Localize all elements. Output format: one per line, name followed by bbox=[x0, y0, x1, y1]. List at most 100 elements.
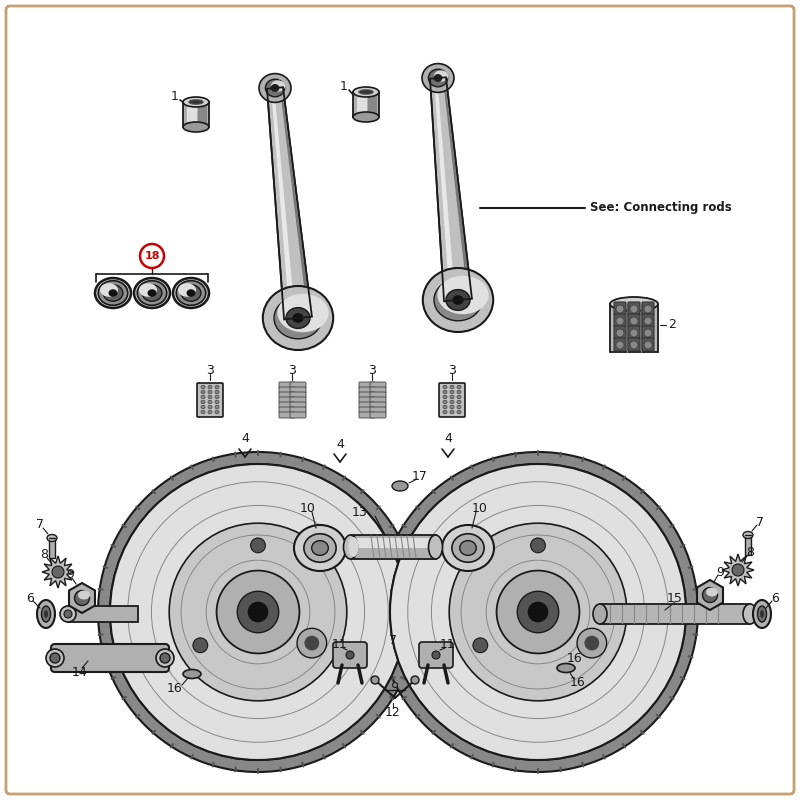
Ellipse shape bbox=[189, 100, 203, 104]
Text: 7: 7 bbox=[389, 634, 397, 646]
Text: 17: 17 bbox=[412, 470, 428, 482]
Ellipse shape bbox=[616, 341, 624, 349]
Ellipse shape bbox=[353, 87, 379, 97]
Ellipse shape bbox=[434, 279, 482, 321]
Ellipse shape bbox=[178, 283, 196, 297]
Ellipse shape bbox=[201, 410, 205, 414]
FancyBboxPatch shape bbox=[419, 642, 453, 668]
FancyBboxPatch shape bbox=[359, 412, 375, 418]
Ellipse shape bbox=[644, 317, 652, 325]
Circle shape bbox=[217, 570, 299, 654]
FancyBboxPatch shape bbox=[359, 392, 375, 398]
Polygon shape bbox=[69, 583, 95, 613]
Ellipse shape bbox=[393, 682, 398, 687]
Text: 10: 10 bbox=[300, 502, 316, 514]
Circle shape bbox=[530, 538, 546, 553]
Text: 3: 3 bbox=[206, 363, 214, 377]
Ellipse shape bbox=[422, 63, 454, 92]
Text: 12: 12 bbox=[385, 706, 401, 718]
Ellipse shape bbox=[278, 294, 329, 332]
Ellipse shape bbox=[432, 651, 440, 659]
Ellipse shape bbox=[201, 390, 205, 394]
FancyBboxPatch shape bbox=[51, 644, 169, 672]
FancyBboxPatch shape bbox=[642, 314, 654, 327]
FancyBboxPatch shape bbox=[642, 302, 654, 315]
FancyBboxPatch shape bbox=[357, 94, 367, 115]
Text: 10: 10 bbox=[472, 502, 488, 514]
Text: 16: 16 bbox=[567, 651, 583, 665]
FancyBboxPatch shape bbox=[370, 412, 386, 418]
Ellipse shape bbox=[438, 276, 489, 314]
Ellipse shape bbox=[262, 286, 333, 350]
Ellipse shape bbox=[183, 97, 209, 107]
Ellipse shape bbox=[215, 410, 219, 414]
FancyBboxPatch shape bbox=[610, 304, 658, 352]
Circle shape bbox=[378, 452, 698, 772]
FancyBboxPatch shape bbox=[439, 383, 465, 417]
Text: 6: 6 bbox=[771, 591, 779, 605]
Ellipse shape bbox=[443, 410, 447, 414]
Polygon shape bbox=[271, 88, 295, 319]
Ellipse shape bbox=[593, 604, 607, 624]
Ellipse shape bbox=[44, 610, 48, 618]
Ellipse shape bbox=[37, 600, 55, 628]
Ellipse shape bbox=[349, 537, 358, 557]
Ellipse shape bbox=[201, 386, 205, 389]
FancyBboxPatch shape bbox=[359, 407, 375, 413]
FancyBboxPatch shape bbox=[370, 407, 386, 413]
Ellipse shape bbox=[173, 278, 209, 308]
Ellipse shape bbox=[557, 663, 575, 673]
Text: 14: 14 bbox=[72, 666, 88, 678]
Text: 9: 9 bbox=[66, 569, 74, 582]
Circle shape bbox=[170, 523, 347, 701]
Ellipse shape bbox=[443, 406, 447, 409]
Ellipse shape bbox=[457, 395, 461, 398]
Ellipse shape bbox=[201, 400, 205, 404]
FancyBboxPatch shape bbox=[614, 338, 626, 351]
Circle shape bbox=[702, 587, 718, 602]
Text: 3: 3 bbox=[368, 363, 376, 377]
FancyBboxPatch shape bbox=[359, 387, 375, 393]
Ellipse shape bbox=[201, 406, 205, 409]
Text: 4: 4 bbox=[444, 433, 452, 446]
Circle shape bbox=[528, 602, 548, 622]
Ellipse shape bbox=[78, 590, 90, 599]
Ellipse shape bbox=[286, 308, 310, 328]
Text: 8: 8 bbox=[40, 549, 48, 562]
FancyBboxPatch shape bbox=[290, 407, 306, 413]
FancyBboxPatch shape bbox=[642, 326, 654, 339]
FancyBboxPatch shape bbox=[290, 412, 306, 418]
Ellipse shape bbox=[644, 329, 652, 337]
Text: 7: 7 bbox=[36, 518, 44, 531]
Ellipse shape bbox=[183, 122, 209, 132]
Ellipse shape bbox=[706, 587, 718, 597]
Ellipse shape bbox=[452, 534, 484, 562]
Ellipse shape bbox=[186, 290, 195, 297]
Text: 4: 4 bbox=[336, 438, 344, 450]
Circle shape bbox=[110, 464, 406, 760]
Ellipse shape bbox=[42, 606, 50, 622]
FancyBboxPatch shape bbox=[354, 538, 433, 548]
Ellipse shape bbox=[343, 535, 358, 559]
Ellipse shape bbox=[103, 285, 123, 302]
FancyBboxPatch shape bbox=[350, 535, 435, 559]
Circle shape bbox=[577, 628, 606, 658]
Circle shape bbox=[497, 570, 579, 654]
Ellipse shape bbox=[443, 400, 447, 404]
Text: 16: 16 bbox=[167, 682, 183, 694]
Circle shape bbox=[473, 638, 488, 653]
Text: 1: 1 bbox=[340, 81, 348, 94]
Text: 6: 6 bbox=[26, 591, 34, 605]
Ellipse shape bbox=[353, 112, 379, 122]
Ellipse shape bbox=[156, 649, 174, 667]
Ellipse shape bbox=[371, 676, 379, 684]
Ellipse shape bbox=[753, 600, 771, 628]
Ellipse shape bbox=[270, 84, 279, 92]
Ellipse shape bbox=[138, 281, 166, 306]
Ellipse shape bbox=[446, 290, 470, 310]
Ellipse shape bbox=[758, 606, 766, 622]
Circle shape bbox=[110, 464, 406, 760]
Ellipse shape bbox=[64, 610, 72, 618]
Ellipse shape bbox=[630, 317, 638, 325]
Text: 4: 4 bbox=[241, 433, 249, 446]
